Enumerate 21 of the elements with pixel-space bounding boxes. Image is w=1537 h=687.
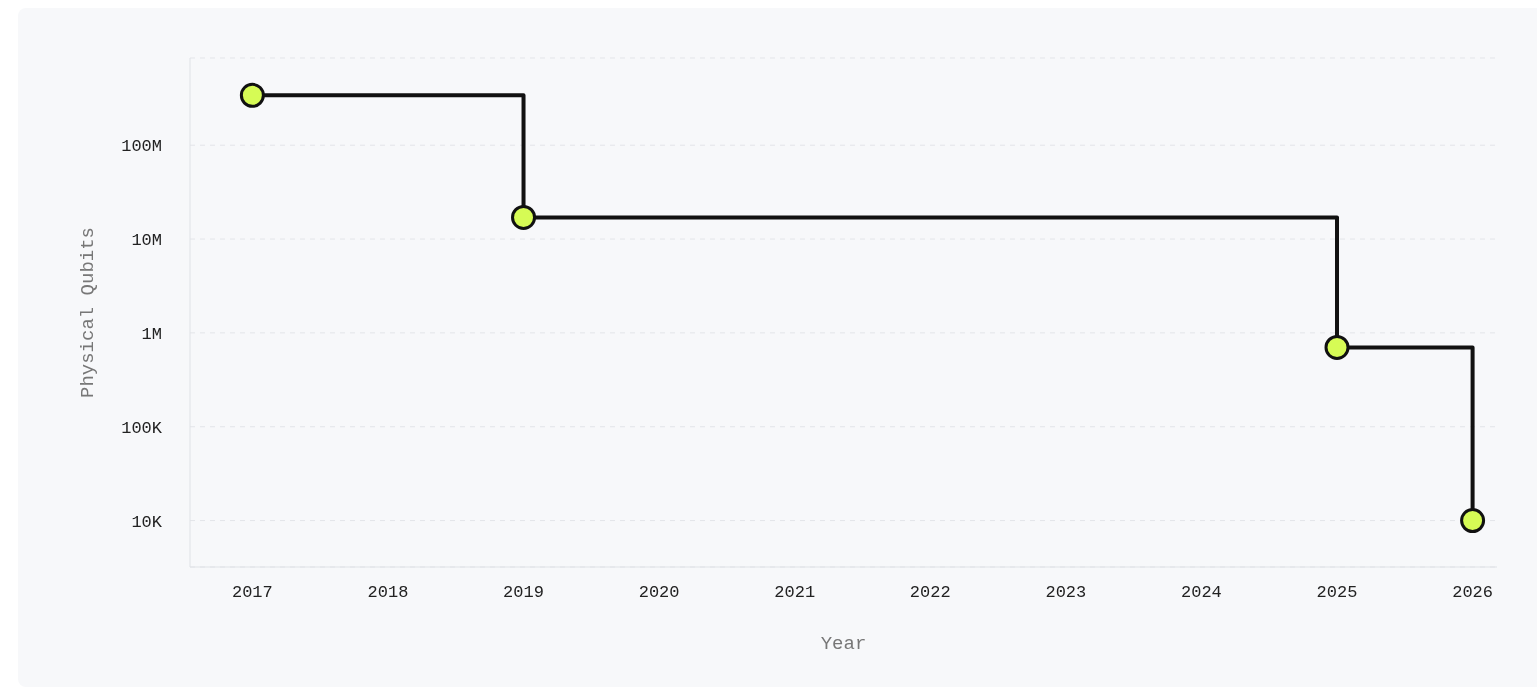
y-tick-label: 10M bbox=[131, 231, 162, 251]
point bbox=[511, 204, 537, 230]
y-tick-label: 1M bbox=[141, 324, 162, 344]
y-tick-label: 100M bbox=[121, 137, 162, 157]
x-tick-label: 2022 bbox=[909, 583, 951, 603]
x-tick-label: 2025 bbox=[1316, 583, 1358, 603]
x-tick-label: 2020 bbox=[638, 583, 680, 603]
x-tick-label: 2023 bbox=[1045, 583, 1087, 603]
x-tick-label: 2017 bbox=[231, 583, 273, 603]
x-tick-label: 2018 bbox=[367, 583, 409, 603]
point bbox=[1460, 508, 1486, 534]
x-axis-title: Year bbox=[820, 633, 867, 655]
x-tick-label: 2024 bbox=[1181, 583, 1222, 603]
point bbox=[1324, 334, 1350, 360]
x-tick-label: 2026 bbox=[1452, 583, 1493, 603]
y-tick-label: 10K bbox=[131, 512, 163, 532]
y-axis-title: Physical Qubits bbox=[76, 226, 99, 399]
y-tick-label: 100K bbox=[121, 418, 163, 438]
x-tick-label: 2019 bbox=[503, 583, 544, 603]
x-tick-label: 2021 bbox=[774, 583, 816, 603]
point bbox=[239, 82, 265, 108]
